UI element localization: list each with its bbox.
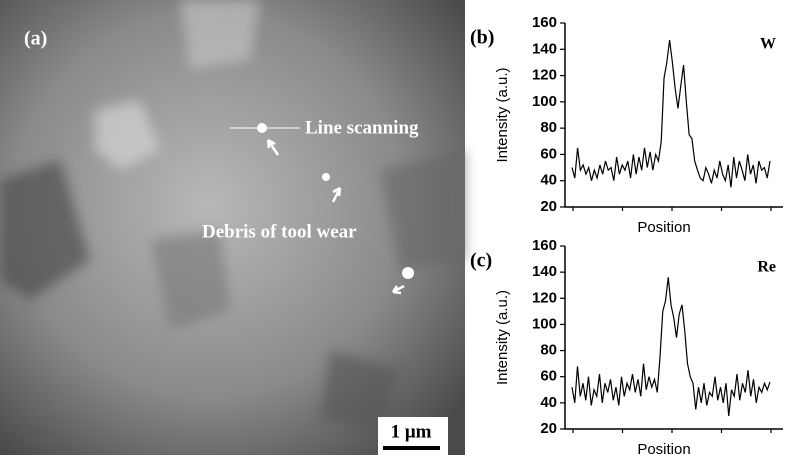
- scale-bar-label: 1 μm: [391, 421, 432, 442]
- y-tick-label: 100: [532, 93, 557, 110]
- y-tick-label: 20: [540, 420, 557, 437]
- legend-label: W: [760, 36, 776, 53]
- x-axis-label: Position: [637, 441, 690, 455]
- y-tick-label: 80: [540, 342, 557, 359]
- line: [572, 277, 770, 416]
- annotation: Debris of tool wear: [202, 221, 357, 242]
- y-axis-label: Intensity (a.u.): [494, 290, 511, 385]
- figure: (a) Line scanning Debris of tool wear 1 …: [0, 0, 798, 455]
- y-tick-label: 60: [540, 145, 557, 162]
- y-tick-label: 160: [532, 14, 557, 31]
- y-tick-label: 120: [532, 67, 557, 84]
- y-tick-label: 60: [540, 368, 557, 385]
- y-tick-label: 40: [540, 172, 557, 189]
- panel-label: (b): [470, 27, 494, 49]
- y-tick-label: 140: [532, 40, 557, 57]
- panel-label: (a): [24, 28, 47, 50]
- y-tick-label: 140: [532, 263, 557, 280]
- y-tick-label: 40: [540, 394, 557, 411]
- y-tick-label: 120: [532, 289, 557, 306]
- line: [572, 40, 770, 187]
- y-tick-label: 160: [532, 237, 557, 254]
- annotation: Line scanning: [305, 117, 419, 138]
- x-axis-label: Position: [637, 219, 690, 236]
- y-tick-label: 100: [532, 315, 557, 332]
- micrograph: (a) Line scanning Debris of tool wear 1 …: [0, 0, 465, 455]
- panel-label: (c): [470, 250, 492, 272]
- y-tick-label: 20: [540, 198, 557, 215]
- y-tick-label: 80: [540, 119, 557, 136]
- y-axis-label: Intensity (a.u.): [494, 67, 511, 162]
- legend-label: Re: [757, 259, 776, 276]
